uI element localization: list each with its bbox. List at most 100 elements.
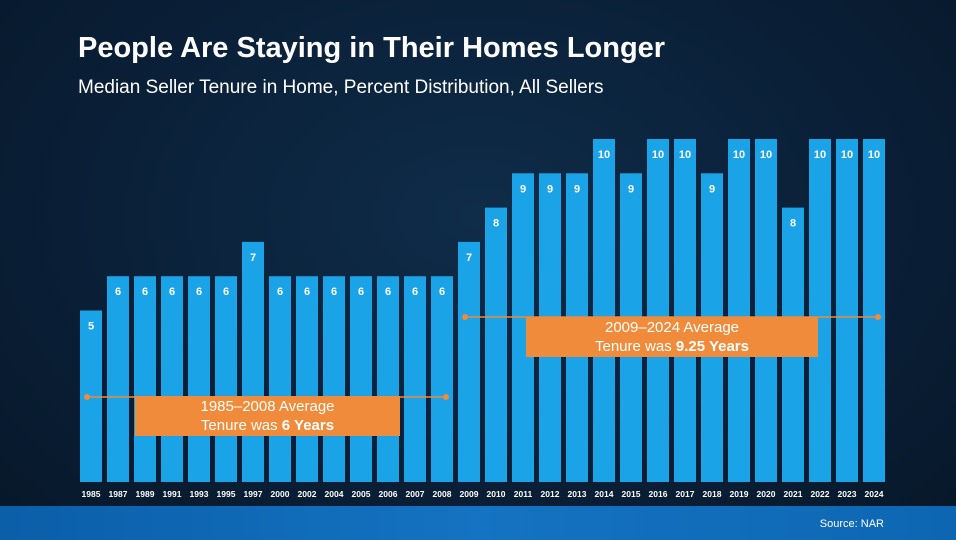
x-tick-label-2022: 2022 xyxy=(811,489,830,499)
bar-1993 xyxy=(188,276,210,482)
x-tick-label-1991: 1991 xyxy=(163,489,182,499)
x-tick-label-1997: 1997 xyxy=(244,489,263,499)
x-tick-label-2019: 2019 xyxy=(730,489,749,499)
bar-value-label-2024: 10 xyxy=(868,149,880,161)
x-tick-label-2012: 2012 xyxy=(541,489,560,499)
bar-value-label-2022: 10 xyxy=(814,149,826,161)
source-label: Source: NAR xyxy=(819,518,884,530)
bar-2014 xyxy=(593,139,615,482)
average-line-endpoint-1-end xyxy=(443,394,449,400)
x-tick-label-1995: 1995 xyxy=(217,489,236,499)
bar-value-label-1985: 5 xyxy=(88,321,94,333)
chart-title: People Are Staying in Their Homes Longer xyxy=(78,32,666,64)
bar-value-label-1997: 7 xyxy=(250,252,256,264)
bar-2019 xyxy=(728,139,750,482)
x-tick-label-2021: 2021 xyxy=(784,489,803,499)
bar-value-label-1995: 6 xyxy=(223,286,229,298)
bar-2017 xyxy=(674,139,696,482)
x-tick-label-1989: 1989 xyxy=(136,489,155,499)
x-tick-label-2018: 2018 xyxy=(703,489,722,499)
bar-value-label-2019: 10 xyxy=(733,149,745,161)
bar-value-label-2018: 9 xyxy=(709,183,715,195)
bar-2005 xyxy=(350,276,372,482)
x-tick-label-2002: 2002 xyxy=(298,489,317,499)
bar-2023 xyxy=(836,139,858,482)
x-tick-label-2010: 2010 xyxy=(487,489,506,499)
bar-2009 xyxy=(458,241,480,482)
bar-2007 xyxy=(404,276,426,482)
x-tick-label-2024: 2024 xyxy=(865,489,884,499)
x-tick-label-2006: 2006 xyxy=(379,489,398,499)
bar-value-label-1987: 6 xyxy=(115,286,121,298)
bar-2016 xyxy=(647,139,669,482)
average-line-endpoint-2-start xyxy=(462,314,468,320)
average-callout-1-value: 6 Years xyxy=(281,417,335,434)
bar-2006 xyxy=(377,276,399,482)
bar-2010 xyxy=(485,207,507,482)
bar-1987 xyxy=(107,276,129,482)
chart-subtitle: Median Seller Tenure in Home, Percent Di… xyxy=(78,77,604,98)
bar-value-label-2021: 8 xyxy=(790,218,796,230)
bar-1995 xyxy=(215,276,237,482)
x-tick-label-1993: 1993 xyxy=(190,489,209,499)
bar-value-label-2020: 10 xyxy=(760,149,772,161)
average-callout-2009-2024: 2009–2024 Average Tenure was 9.25 Years xyxy=(526,317,818,357)
average-callout-1-line2: Tenure was 6 Years xyxy=(135,416,400,435)
x-tick-label-2017: 2017 xyxy=(676,489,695,499)
footer-band: Source: NAR xyxy=(0,506,956,540)
bar-2024 xyxy=(863,139,885,482)
average-line-endpoint-1-start xyxy=(84,394,90,400)
bar-value-label-1993: 6 xyxy=(196,286,202,298)
bar-value-label-2023: 10 xyxy=(841,149,853,161)
bar-value-label-2007: 6 xyxy=(412,286,418,298)
bar-2011 xyxy=(512,173,534,483)
x-tick-label-2000: 2000 xyxy=(271,489,290,499)
average-callout-1-prefix: Tenure was xyxy=(200,417,282,434)
average-callout-1985-2008: 1985–2008 Average Tenure was 6 Years xyxy=(135,396,400,436)
bar-value-label-2002: 6 xyxy=(304,286,310,298)
bar-value-label-2011: 9 xyxy=(520,183,526,195)
bar-1997 xyxy=(242,241,264,482)
x-tick-label-2016: 2016 xyxy=(649,489,668,499)
bar-value-label-1989: 6 xyxy=(142,286,148,298)
x-tick-label-2011: 2011 xyxy=(514,489,533,499)
bar-value-label-2012: 9 xyxy=(547,183,553,195)
bar-value-label-2013: 9 xyxy=(574,183,580,195)
x-tick-label-1987: 1987 xyxy=(109,489,128,499)
x-tick-label-2013: 2013 xyxy=(568,489,587,499)
bar-value-label-2010: 8 xyxy=(493,218,499,230)
bar-1991 xyxy=(161,276,183,482)
bar-2008 xyxy=(431,276,453,482)
average-callout-2-prefix: Tenure was xyxy=(594,338,676,355)
bar-2020 xyxy=(755,139,777,482)
bar-value-label-2006: 6 xyxy=(385,286,391,298)
average-callout-2-value: 9.25 Years xyxy=(675,338,749,355)
bar-value-label-2000: 6 xyxy=(277,286,283,298)
bar-2022 xyxy=(809,139,831,482)
x-tick-label-2009: 2009 xyxy=(460,489,479,499)
x-tick-label-2014: 2014 xyxy=(595,489,614,499)
average-callout-1-line1: 1985–2008 Average xyxy=(200,398,335,415)
x-tick-label-2004: 2004 xyxy=(325,489,344,499)
average-callout-2-line1: 2009–2024 Average xyxy=(604,319,740,336)
average-line-endpoint-2-end xyxy=(875,314,881,320)
bar-value-label-2008: 6 xyxy=(439,286,445,298)
bar-value-label-2005: 6 xyxy=(358,286,364,298)
x-tick-label-1985: 1985 xyxy=(82,489,101,499)
bar-2004 xyxy=(323,276,345,482)
bar-2002 xyxy=(296,276,318,482)
bar-1989 xyxy=(134,276,156,482)
bar-value-label-2015: 9 xyxy=(628,183,634,195)
x-tick-label-2015: 2015 xyxy=(622,489,641,499)
bar-2000 xyxy=(269,276,291,482)
average-callout-2-line2: Tenure was 9.25 Years xyxy=(526,337,818,356)
x-tick-label-2005: 2005 xyxy=(352,489,371,499)
bar-value-label-2009: 7 xyxy=(466,252,472,264)
x-tick-label-2023: 2023 xyxy=(838,489,857,499)
bar-value-label-1991: 6 xyxy=(169,286,175,298)
x-tick-label-2007: 2007 xyxy=(406,489,425,499)
x-tick-label-2008: 2008 xyxy=(433,489,452,499)
bar-value-label-2017: 10 xyxy=(679,149,691,161)
x-tick-label-2020: 2020 xyxy=(757,489,776,499)
bar-value-label-2016: 10 xyxy=(652,149,664,161)
